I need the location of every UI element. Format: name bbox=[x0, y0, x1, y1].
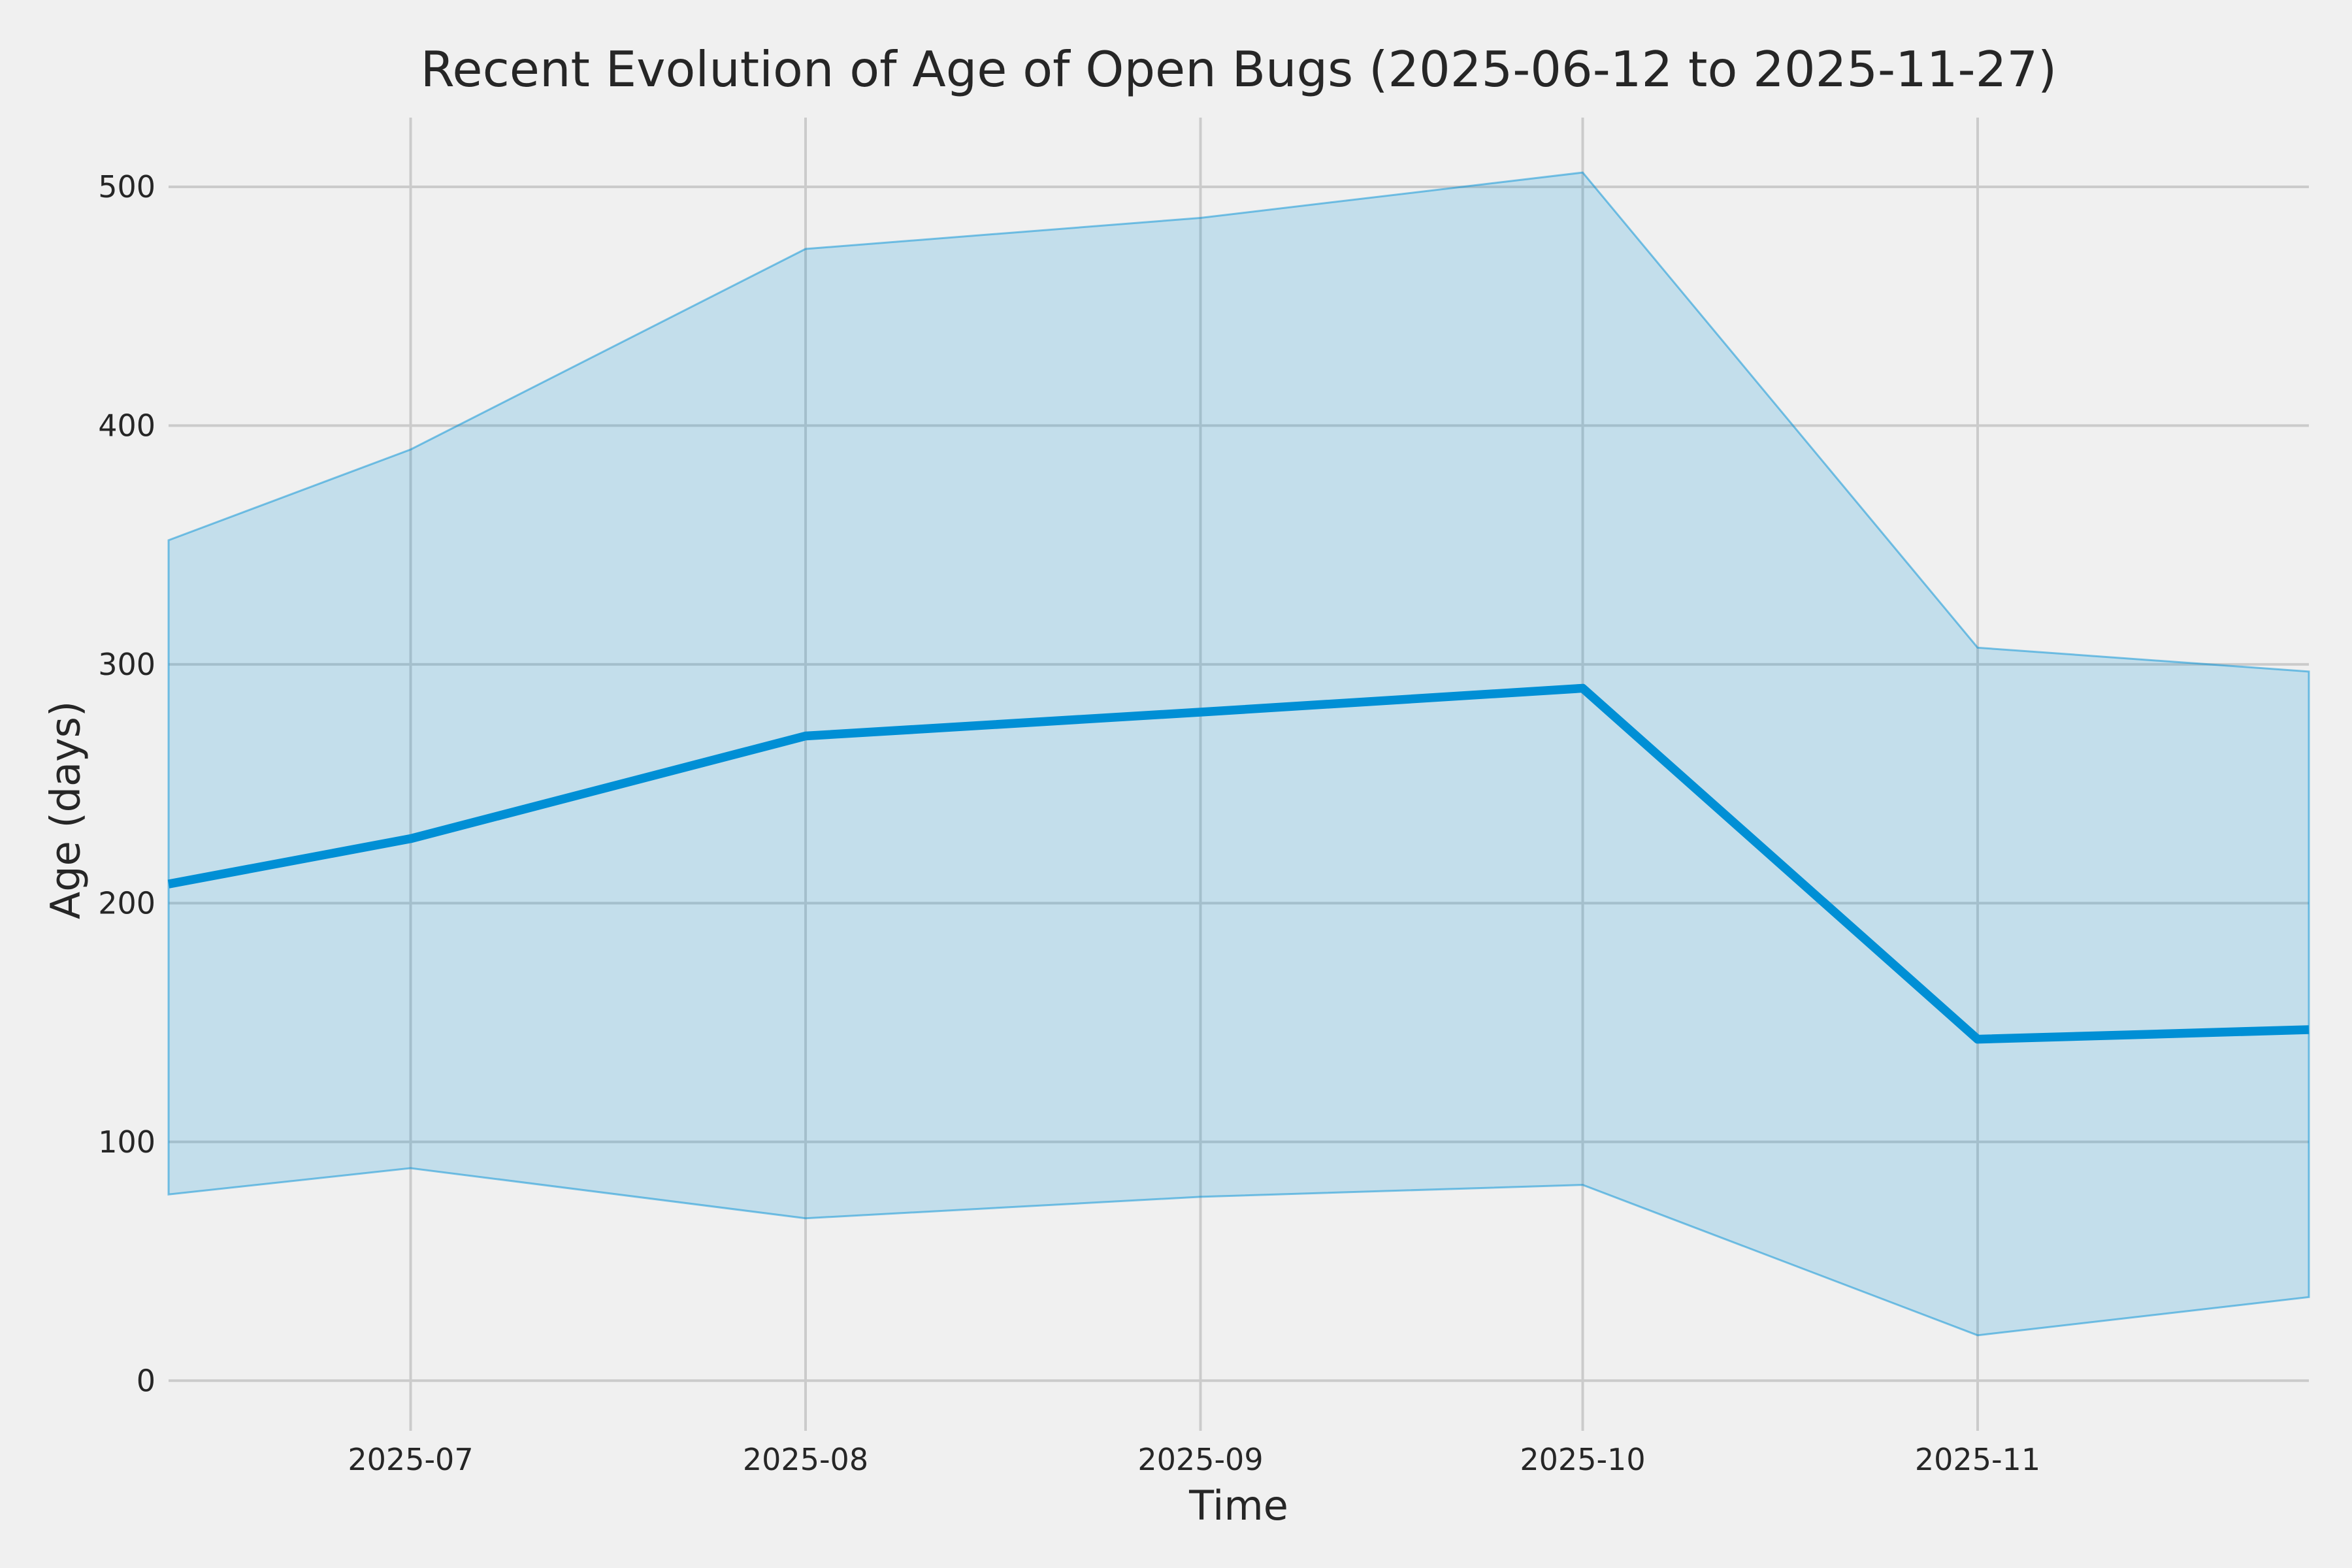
x-axis-label: Time bbox=[1189, 1482, 1288, 1529]
y-tick-label: 400 bbox=[98, 408, 155, 443]
x-tick-label: 2025-11 bbox=[1915, 1442, 2040, 1477]
uncertainty-band bbox=[167, 171, 2310, 1337]
std-band-area bbox=[167, 171, 2310, 1337]
chart-title: Recent Evolution of Age of Open Bugs (20… bbox=[420, 41, 2057, 98]
mean-age-line bbox=[167, 683, 2310, 1044]
mean-line bbox=[167, 683, 2310, 1044]
x-tick-label: 2025-09 bbox=[1137, 1442, 1263, 1477]
y-tick-label: 500 bbox=[98, 169, 155, 204]
y-tick-label: 200 bbox=[98, 885, 155, 921]
y-axis-label: Age (days) bbox=[41, 700, 90, 920]
y-tick-label: 0 bbox=[137, 1363, 155, 1398]
tick-labels: 0 100 200 300 400 500 2025-07 2025-08 2025-09 202… bbox=[98, 169, 2040, 1477]
x-tick-label: 2025-07 bbox=[348, 1442, 473, 1477]
x-tick-label: 2025-08 bbox=[743, 1442, 868, 1477]
x-tick-label: 2025-10 bbox=[1520, 1442, 1645, 1477]
y-tick-label: 300 bbox=[98, 647, 155, 682]
y-tick-label: 100 bbox=[98, 1124, 155, 1160]
gridlines bbox=[169, 118, 2309, 1431]
